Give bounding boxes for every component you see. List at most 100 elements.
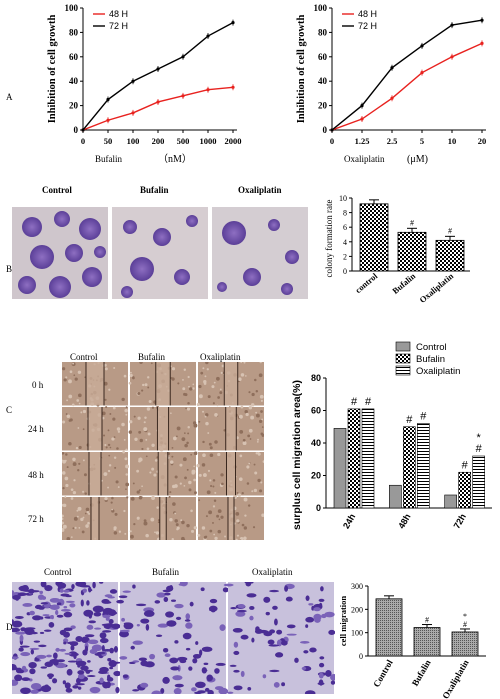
scratch-gap [228,497,234,540]
migrated-cell [44,684,49,689]
cell-speck [62,503,65,507]
cell-speck [82,516,85,519]
migrated-cell [17,592,27,596]
migrated-cell [179,659,187,664]
cell-speck [170,412,172,415]
migrated-cell [108,660,117,668]
cell-speck [141,496,143,498]
cell-speck [65,453,68,456]
migrated-cell [249,605,255,610]
migrated-cell [151,690,162,694]
scratch-row-0h: 0 h [32,380,44,390]
cell-speck [220,473,224,477]
migrated-cell [232,627,243,633]
migrated-cell [94,627,102,630]
cell-speck [146,447,150,451]
migrated-cell [38,616,44,620]
migrated-cell [318,672,324,679]
y-tick-label: 60 [69,52,79,62]
scratch-gap [88,407,102,451]
migrated-cell [63,589,70,593]
cell-speck [219,391,223,395]
migrated-cell [240,634,249,640]
cell-speck [244,514,247,517]
cell-speck [80,517,84,522]
cell-speck [154,459,158,462]
cell-speck [77,427,80,429]
migrated-cell [64,682,71,689]
cell-speck [243,497,248,502]
migrated-cell [305,616,315,623]
cell-speck [182,379,184,381]
cell-speck [261,433,264,437]
migrated-cell [185,622,193,629]
cell-speck [242,438,246,442]
migrated-cell [63,627,73,632]
migrated-cell [174,683,184,688]
cell-speck [260,410,263,413]
cell-speck [116,447,119,450]
migrated-cell [166,620,177,627]
migrated-cell [229,664,237,667]
cell-speck [104,496,108,501]
migrated-cell [37,594,45,600]
migrated-cell [140,682,149,688]
cell-speck [114,466,117,469]
cell-speck [111,508,114,511]
scratch-gap [157,407,169,451]
cell-speck [138,430,142,434]
cell-speck [66,537,71,540]
y-tick-label: 10 [339,194,347,203]
bar-Bufalin [413,627,441,657]
cell-speck [211,385,215,389]
cell-speck [236,491,239,494]
migrated-cell [246,593,257,598]
migrated-cell [109,589,118,594]
cell-speck [203,535,207,539]
panel-label-c: C [6,405,13,415]
cell-speck [209,446,213,450]
migrated-cell [83,609,94,617]
cell-speck [202,440,205,444]
y-tick-label: 20 [311,471,321,481]
migrated-cell [119,630,130,638]
cell-speck [235,538,238,540]
cell-speck [103,363,107,367]
cell-speck [113,366,116,369]
cell-speck [198,394,203,399]
migrated-cell [299,640,310,644]
cell-speck [111,437,115,441]
cell-speck [113,531,118,535]
cell-speck [255,390,259,393]
cell-speck [139,362,143,364]
cell-speck [260,399,263,402]
cell-speck [176,435,178,438]
migrated-cell [42,614,50,617]
transwell-label-control: Control [44,567,72,577]
cell-speck [144,383,148,387]
bar-Control-72h [444,494,457,509]
cell-speck [205,362,209,365]
migrated-cell [226,691,234,694]
migrated-cell [87,639,99,645]
migrated-cell [269,589,279,593]
migrated-cell [38,606,45,610]
cell-speck [176,526,180,530]
y-tick-label: 40 [69,76,79,86]
migrated-cell [201,667,207,674]
cell-speck [142,383,145,387]
migrated-cell [276,639,283,647]
migrated-cell [85,670,91,674]
cell-speck [72,462,77,467]
x-tick-label: 2000 [225,136,242,146]
cell-speck [64,476,69,481]
y-tick-label: 0 [323,125,328,135]
cell-speck [176,426,181,431]
legend-label: 72 H [358,21,377,31]
migrated-cell [36,654,47,659]
cell-speck [182,387,186,391]
migrated-cell [47,673,54,678]
migrated-cell [77,686,82,690]
y-tick-label: 100 [314,3,328,13]
cell-speck [148,399,152,404]
